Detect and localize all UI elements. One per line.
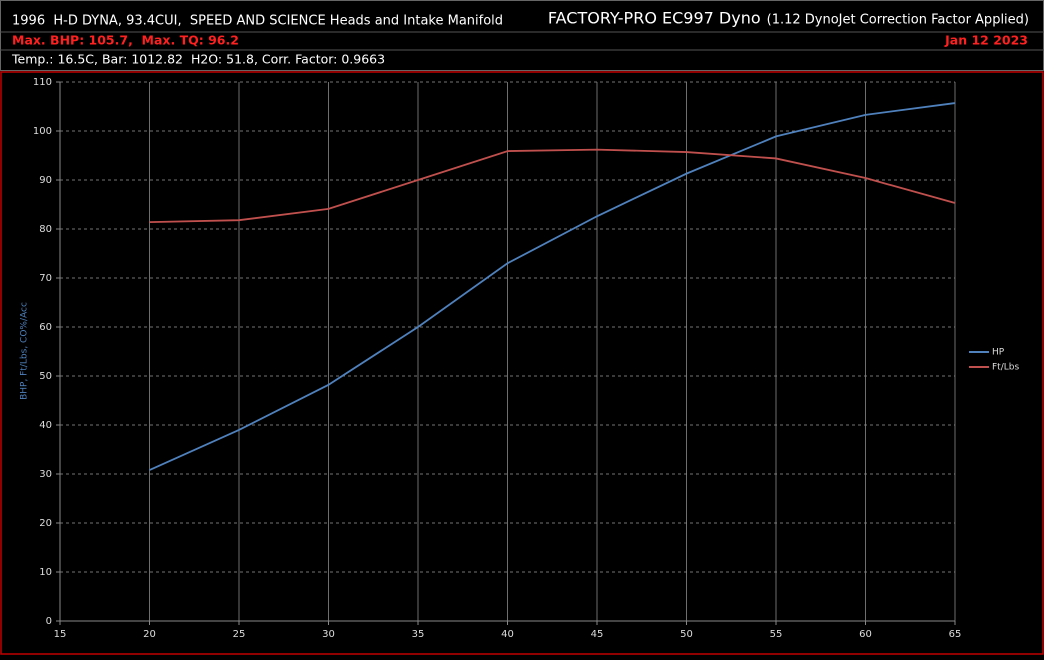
- max-values: Max. BHP: 105.7, Max. TQ: 96.2: [12, 33, 239, 48]
- series-line: [149, 102, 956, 471]
- x-tick-label: 25: [233, 629, 246, 640]
- x-tick-label: 55: [770, 629, 783, 640]
- chart-subtitle: (1.12 DynoJet Correction Factor Applied): [767, 13, 1029, 28]
- x-tick-label: 45: [591, 629, 604, 640]
- conditions: Temp.: 16.5C, Bar: 1012.82 H2O: 51.8, Co…: [11, 52, 385, 67]
- y-tick-label: 110: [33, 77, 52, 88]
- run-date: Jan 12 2023: [944, 33, 1028, 48]
- x-tick-label: 50: [680, 629, 693, 640]
- y-tick-label: 0: [46, 616, 52, 627]
- y-axis-label: BHP, Ft/Lbs, CO%/Acc: [20, 302, 30, 400]
- vehicle-info: 1996 H-D DYNA, 93.4CUI, SPEED AND SCIENC…: [12, 14, 503, 29]
- y-tick-label: 10: [39, 567, 52, 578]
- y-tick-label: 30: [39, 469, 52, 480]
- y-tick-label: 50: [39, 371, 52, 382]
- series-line: [149, 148, 956, 224]
- y-tick-label: 60: [39, 322, 52, 333]
- y-tick-label: 20: [39, 518, 52, 529]
- y-tick-label: 40: [39, 420, 52, 431]
- y-tick-label: 90: [39, 175, 52, 186]
- legend-label: HP: [992, 348, 1005, 358]
- y-tick-label: 80: [39, 224, 52, 235]
- x-tick-label: 40: [501, 629, 514, 640]
- x-tick-label: 65: [949, 629, 962, 640]
- x-tick-label: 30: [322, 629, 335, 640]
- x-tick-label: 20: [143, 629, 156, 640]
- legend-label: Ft/Lbs: [992, 363, 1019, 373]
- x-tick-label: 15: [54, 629, 67, 640]
- header-box: [0, 0, 1044, 71]
- y-tick-label: 100: [33, 126, 52, 137]
- y-tick-label: 70: [39, 273, 52, 284]
- x-tick-label: 60: [859, 629, 872, 640]
- chart-border: [0, 71, 1044, 655]
- x-tick-label: 35: [412, 629, 425, 640]
- chart-title: FACTORY-PRO EC997 Dyno: [548, 9, 761, 28]
